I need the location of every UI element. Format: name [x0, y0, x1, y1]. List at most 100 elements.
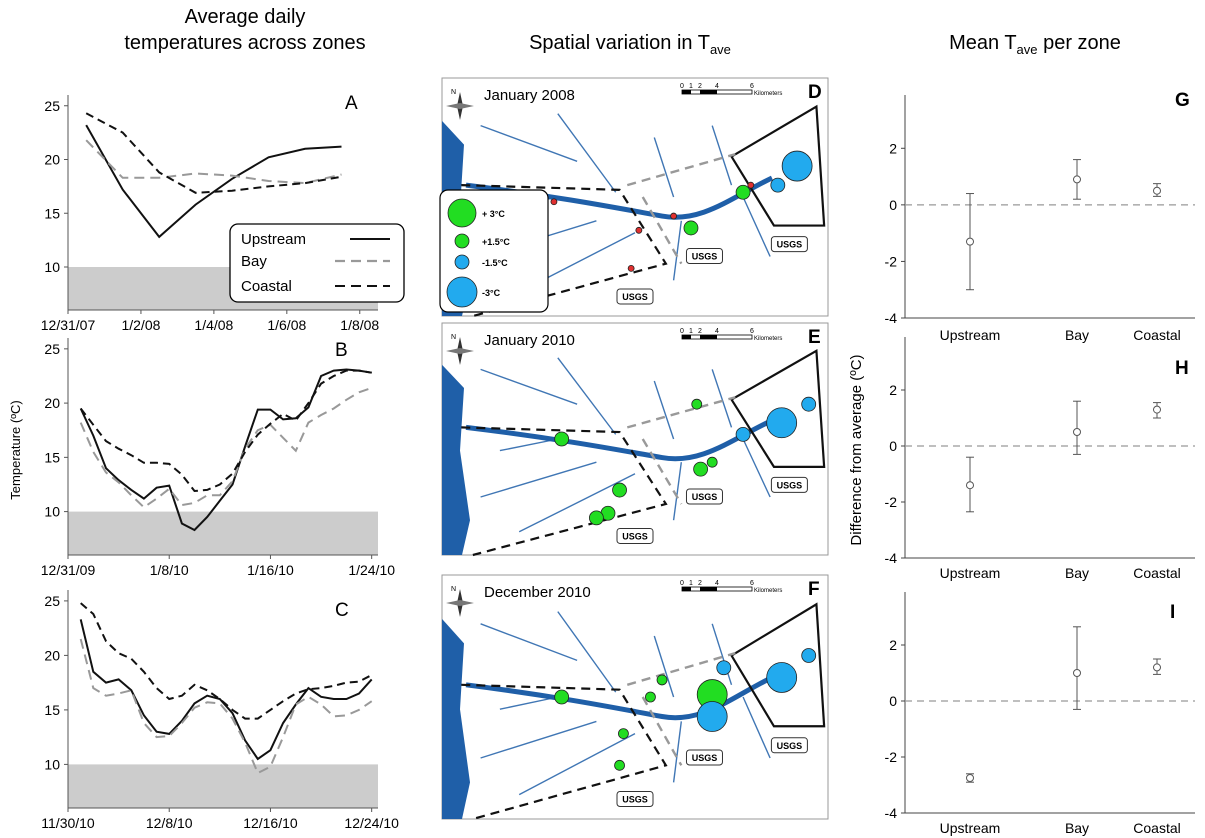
y-tick-label: 15	[44, 205, 60, 221]
x-tick-label: 12/16/10	[243, 815, 298, 831]
positive-anomaly-circle	[683, 220, 699, 236]
difference-layer: -4 -2 0 2 Upstream Bay Coastal G -4 -2 0 2 Upstream B…	[885, 90, 1195, 836]
tributary	[742, 196, 771, 257]
positive-anomaly-circle	[691, 398, 703, 410]
negative-anomaly-circle	[766, 662, 798, 693]
station-dot	[635, 226, 643, 234]
y-tick-label: 0	[889, 693, 897, 709]
mean-point	[1073, 428, 1081, 436]
y-tick-label: 15	[44, 702, 60, 718]
col1-title-line2: temperatures across zones	[124, 32, 366, 54]
legend-coastal-label: Coastal	[241, 278, 292, 295]
mean-point	[1153, 405, 1161, 414]
y-tick-label: 10	[44, 756, 60, 772]
station-dot	[627, 264, 635, 272]
tributary	[711, 125, 733, 186]
positive-anomaly-circle	[554, 431, 570, 447]
usgs-label-box	[616, 527, 654, 544]
y-tick-label: 0	[889, 438, 897, 454]
mean-point	[1153, 186, 1161, 195]
tributary	[518, 732, 636, 796]
tributary	[480, 461, 597, 498]
scale-label: 0	[680, 328, 684, 335]
tributary	[711, 623, 733, 686]
usgs-label: USGS	[692, 252, 718, 262]
scale-unit-label: Kilometers	[754, 588, 782, 594]
y-tick-label: -2	[885, 749, 898, 765]
category-label: Coastal	[1133, 820, 1180, 836]
bay-zone-outline	[626, 396, 736, 429]
main-channel	[465, 418, 774, 462]
mean-point	[1073, 669, 1081, 677]
scale-bar-segment	[682, 335, 691, 339]
positive-anomaly-circle	[618, 728, 629, 739]
mean-point	[966, 237, 974, 246]
usgs-label: USGS	[777, 480, 803, 490]
scale-bar-segment	[700, 90, 717, 94]
series-line-upstream	[79, 619, 373, 761]
usgs-label-box	[616, 790, 654, 807]
tributary	[557, 113, 617, 193]
y-tick-label: 10	[44, 259, 60, 275]
usgs-label: USGS	[777, 240, 803, 250]
category-label: Coastal	[1133, 565, 1180, 581]
category-label: Upstream	[940, 327, 1001, 343]
compass-north-label: N	[451, 89, 456, 96]
usgs-label: USGS	[622, 531, 648, 541]
usgs-label-box	[685, 749, 723, 766]
scale-label: 2	[698, 328, 702, 335]
negative-anomaly-circle	[735, 426, 751, 442]
tributary	[672, 721, 683, 783]
y-tick-label: 25	[44, 98, 60, 114]
series-line-coastal	[79, 369, 372, 493]
positive-anomaly-circle	[645, 691, 656, 703]
legend-upstream-label: Upstream	[241, 231, 306, 248]
y-tick-label: -2	[885, 253, 898, 269]
col2-title: Spatial variation in Tave	[450, 30, 810, 63]
station-dot	[550, 198, 558, 206]
usgs-label: USGS	[777, 741, 803, 751]
cold-threshold-shade	[68, 764, 378, 808]
tributary	[742, 438, 771, 498]
legend-circle-blue	[454, 254, 470, 270]
upstream-zone-outline	[729, 349, 826, 468]
y-tick-label: 10	[44, 504, 60, 520]
y-tick-label: 0	[889, 197, 897, 213]
map-frame	[441, 322, 829, 556]
map-panel-F: USGS USGS USGS N December 2010 0 1 2 4 6Kilometer…	[441, 574, 829, 821]
series-line-coastal	[80, 602, 373, 720]
series-line-coastal	[85, 112, 342, 194]
tributary	[480, 368, 578, 405]
tributary	[557, 357, 617, 435]
y-tick-label: 2	[889, 382, 897, 398]
x-tick-label: 11/30/10	[41, 815, 95, 831]
x-tick-label: 12/31/07	[41, 317, 96, 333]
panel-letter: F	[808, 579, 820, 600]
usgs-label-box	[770, 737, 808, 754]
difference-axis-title: Difference from average (ºC)	[848, 354, 865, 545]
scale-label: 4	[715, 83, 719, 90]
tributary	[557, 611, 617, 693]
scale-bar-segment	[700, 335, 717, 339]
series-line-bay	[79, 386, 373, 509]
positive-anomaly-circle	[735, 184, 751, 200]
tributary	[499, 438, 558, 452]
ocean-area	[442, 618, 470, 819]
col3-title-sub: ave	[1016, 42, 1038, 57]
category-label: Bay	[1065, 820, 1089, 836]
compass-north-label: N	[451, 586, 456, 593]
bay-zone-outline	[626, 153, 736, 187]
tributary	[499, 696, 558, 710]
panel-letter: A	[345, 93, 358, 114]
x-tick-label: 1/24/10	[348, 562, 395, 578]
usgs-label: USGS	[692, 492, 718, 502]
positive-anomaly-circle	[706, 456, 718, 468]
positive-anomaly-circle	[589, 510, 604, 526]
panel-letter: H	[1175, 358, 1189, 379]
bay-zone-outline	[641, 196, 683, 265]
scale-unit-label: Kilometers	[754, 91, 782, 97]
scale-label: 4	[715, 580, 719, 587]
tributary	[672, 462, 683, 521]
panel-letter: C	[335, 600, 349, 621]
